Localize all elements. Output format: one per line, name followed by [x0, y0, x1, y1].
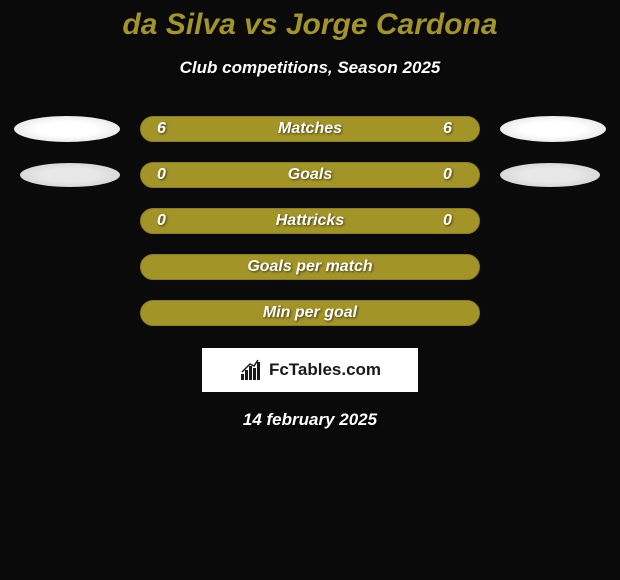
- page-subtitle: Club competitions, Season 2025: [0, 58, 620, 78]
- stat-right-value: 6: [443, 120, 463, 138]
- stat-row-min-per-goal: Min per goal: [0, 300, 620, 326]
- stat-row-goals: 0 Goals 0: [0, 162, 620, 188]
- stat-row-matches: 6 Matches 6: [0, 116, 620, 142]
- stat-bar: Goals per match: [140, 254, 480, 280]
- stat-label: Hattricks: [177, 212, 443, 230]
- stat-right-value: 0: [443, 166, 463, 184]
- stat-label: Goals per match: [177, 258, 443, 276]
- stat-left-value: 0: [157, 212, 177, 230]
- stat-label: Goals: [177, 166, 443, 184]
- stat-label: Min per goal: [177, 304, 443, 322]
- stat-row-hattricks: 0 Hattricks 0: [0, 208, 620, 234]
- stat-bar: 0 Goals 0: [140, 162, 480, 188]
- player-right-marker: [500, 163, 600, 187]
- stat-bar: Min per goal: [140, 300, 480, 326]
- stat-left-value: 0: [157, 166, 177, 184]
- player-left-marker: [14, 116, 120, 142]
- stat-label: Matches: [177, 120, 443, 138]
- player-right-marker: [500, 116, 606, 142]
- stat-bar: 0 Hattricks 0: [140, 208, 480, 234]
- date-label: 14 february 2025: [0, 410, 620, 430]
- brand-badge: FcTables.com: [202, 348, 418, 392]
- comparison-infographic: da Silva vs Jorge Cardona Club competiti…: [0, 0, 620, 430]
- stat-right-value: 0: [443, 212, 463, 230]
- page-title: da Silva vs Jorge Cardona: [0, 8, 620, 42]
- stat-bar: 6 Matches 6: [140, 116, 480, 142]
- stat-row-goals-per-match: Goals per match: [0, 254, 620, 280]
- player-left-marker: [20, 163, 120, 187]
- chart-icon: [239, 358, 263, 382]
- brand-label: FcTables.com: [269, 360, 381, 380]
- stat-left-value: 6: [157, 120, 177, 138]
